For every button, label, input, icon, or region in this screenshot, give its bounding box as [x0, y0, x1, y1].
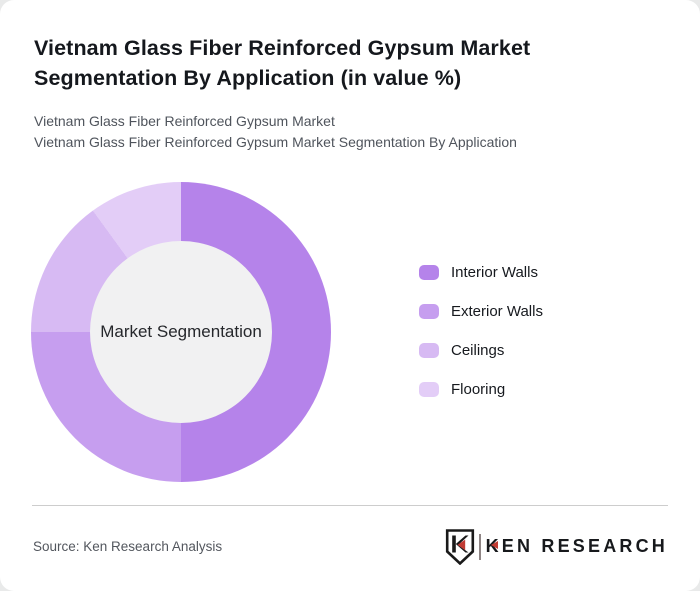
legend-swatch-ceilings	[419, 343, 439, 358]
legend-swatch-flooring	[419, 382, 439, 397]
logo-text-wrap: KEN RESEARCH	[486, 536, 668, 557]
legend-item-flooring: Flooring	[419, 381, 543, 398]
legend-label-flooring: Flooring	[451, 381, 506, 398]
footer-divider	[32, 505, 668, 506]
legend-swatch-interior-walls	[419, 265, 439, 280]
source-text: Source: Ken Research Analysis	[33, 539, 223, 554]
legend-label-ceilings: Ceilings	[451, 342, 505, 359]
legend-item-exterior-walls: Exterior Walls	[419, 303, 543, 320]
legend-item-interior-walls: Interior Walls	[419, 264, 543, 281]
chart-subtitle: Vietnam Glass Fiber Reinforced Gypsum Ma…	[34, 111, 659, 152]
donut-center-label: Market Segmentation	[100, 322, 262, 341]
logo-separator	[478, 533, 481, 560]
subtitle-line-1: Vietnam Glass Fiber Reinforced Gypsum Ma…	[34, 113, 335, 129]
legend-item-ceilings: Ceilings	[419, 342, 543, 359]
donut-hole: Market Segmentation	[90, 241, 272, 423]
logo-k-red-triangle-icon	[491, 541, 499, 549]
logo-text: KEN RESEARCH	[485, 536, 668, 556]
donut-chart: Market Segmentation	[31, 182, 331, 482]
legend-label-exterior-walls: Exterior Walls	[451, 303, 543, 320]
chart-legend: Interior Walls Exterior Walls Ceilings Floo…	[419, 264, 543, 421]
legend-label-interior-walls: Interior Walls	[451, 264, 538, 281]
ken-research-logo: KEN RESEARCH	[445, 528, 668, 565]
subtitle-line-2: Vietnam Glass Fiber Reinforced Gypsum Ma…	[34, 133, 517, 150]
shield-k-icon	[445, 528, 474, 565]
page-title: Vietnam Glass Fiber Reinforced Gypsum Ma…	[34, 36, 531, 90]
legend-swatch-exterior-walls	[419, 304, 439, 319]
